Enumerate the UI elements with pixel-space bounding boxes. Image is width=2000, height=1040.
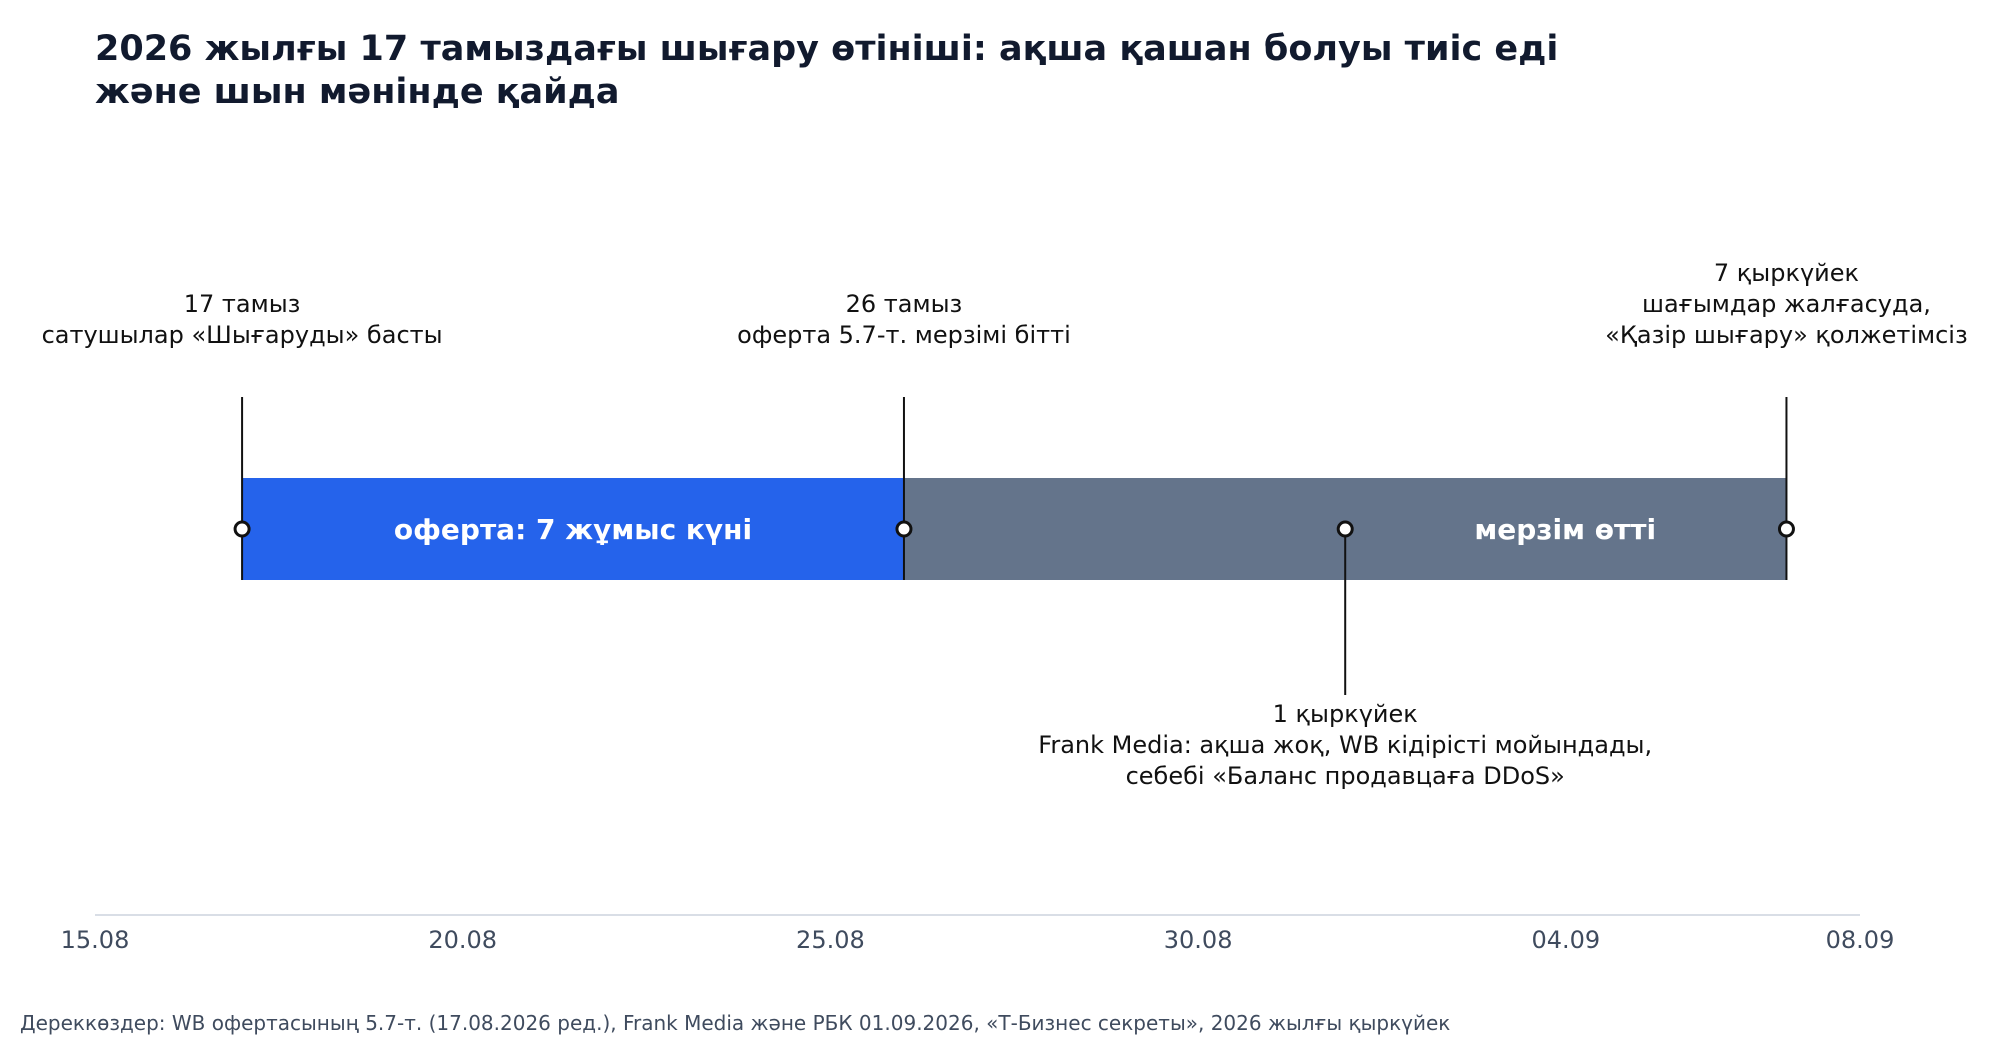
chart-title-line: 2026 жылғы 17 тамыздағы шығару өтініші: …	[95, 29, 1558, 69]
event-marker-3	[1336, 520, 1354, 538]
chart-title-line: және шын мәнінде қайда	[95, 72, 620, 112]
source-note: Дереккөздер: WB офертасының 5.7-т. (17.0…	[20, 1011, 1450, 1035]
timeline-segments: оферта: 7 жұмыс күні мерзім өтті	[242, 478, 1787, 580]
event-label-2: оферта 5.7-т. мерзімі бітті	[737, 321, 1071, 349]
event-label-3: себебі «Баланс продавцаға DDoS»	[1126, 762, 1565, 790]
timeline-events: 17 тамыз сатушылар «Шығаруды» басты 26 там…	[42, 259, 1968, 790]
x-tick-label: 04.09	[1531, 926, 1600, 954]
event-label-4: шағымдар жалғасуда,	[1642, 290, 1931, 318]
segment-label-1: оферта: 7 жұмыс күні	[394, 513, 752, 546]
segment-bar-1	[242, 478, 904, 580]
event-label-1: 17 тамыз	[184, 290, 301, 318]
event-label-4: «Қазір шығару» қолжетімсіз	[1605, 321, 1968, 349]
event-label-1: сатушылар «Шығаруды» басты	[42, 321, 443, 349]
x-tick-label: 30.08	[1164, 926, 1233, 954]
event-marker-1	[233, 520, 251, 538]
event-label-4: 7 қыркүйек	[1714, 259, 1859, 287]
x-tick-label: 15.08	[61, 926, 130, 954]
event-label-2: 26 тамыз	[846, 290, 963, 318]
x-tick-label: 20.08	[428, 926, 497, 954]
chart-title: 2026 жылғы 17 тамыздағы шығару өтініші: …	[95, 29, 1558, 112]
event-label-3: Frank Media: ақша жоқ, WB кідірісті мойы…	[1038, 731, 1652, 759]
x-tick-label: 08.09	[1826, 926, 1895, 954]
event-marker-4	[1777, 520, 1795, 538]
event-marker-2	[895, 520, 913, 538]
event-label-3: 1 қыркүйек	[1273, 700, 1418, 728]
x-axis-ticks: 15.08 20.08 25.08 30.08 04.09 08.09	[61, 926, 1895, 954]
segment-label-2: мерзім өтті	[1474, 513, 1656, 546]
x-tick-label: 25.08	[796, 926, 865, 954]
